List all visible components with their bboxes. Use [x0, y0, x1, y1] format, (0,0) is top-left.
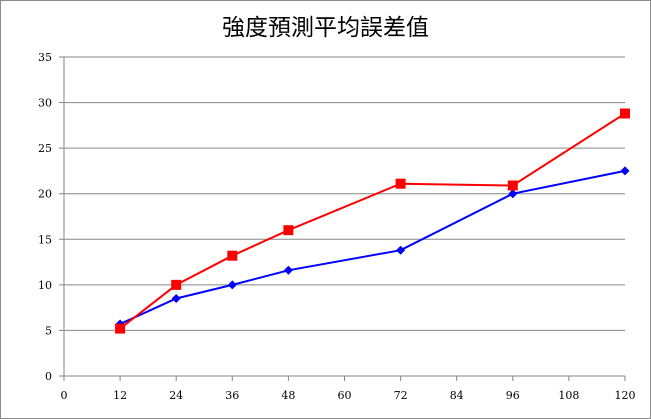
- series: [115, 108, 630, 334]
- x-tick-label: 84: [450, 389, 464, 402]
- data-point-diamond: [283, 265, 293, 275]
- data-point-square: [227, 250, 238, 261]
- gridlines: [64, 56, 625, 331]
- data-point-diamond: [620, 166, 630, 176]
- x-tick-label: 72: [394, 389, 408, 402]
- y-tick-label: 20: [38, 188, 52, 201]
- x-tick-label: 60: [338, 389, 352, 402]
- data-point-square: [395, 178, 406, 189]
- data-point-diamond: [508, 189, 518, 199]
- axes: [59, 56, 626, 381]
- x-tick-label: 24: [169, 389, 183, 402]
- data-point-diamond: [171, 294, 181, 304]
- data-point-diamond: [227, 280, 237, 290]
- data-point-square: [507, 180, 518, 191]
- x-tick-label: 0: [61, 389, 68, 402]
- data-point-diamond: [396, 245, 406, 255]
- x-tick-label: 48: [281, 389, 295, 402]
- y-tick-label: 0: [45, 370, 52, 383]
- data-point-square: [171, 279, 182, 290]
- y-tick-label: 10: [38, 279, 52, 292]
- x-tick-label: 12: [113, 389, 127, 402]
- x-tick-label: 96: [506, 389, 520, 402]
- y-tick-label: 25: [38, 142, 52, 155]
- data-point-square: [283, 225, 294, 236]
- chart-title: 強度預測平均誤差值: [222, 15, 429, 41]
- x-tick-label: 108: [558, 389, 579, 402]
- data-point-square: [620, 108, 630, 119]
- series-line-2: [119, 112, 626, 330]
- tick-labels: 0 5 10 15 20 25 30 35 0 12 24 36 48 60 72 84 96 108 120: [38, 51, 636, 402]
- y-tick-label: 30: [38, 97, 52, 110]
- data-point-square: [115, 323, 126, 334]
- y-tick-label: 15: [38, 233, 52, 246]
- y-tick-label: 5: [45, 324, 52, 337]
- x-tick-label: 36: [225, 389, 239, 402]
- x-tick-label: 120: [615, 389, 636, 402]
- y-tick-label: 35: [38, 51, 52, 64]
